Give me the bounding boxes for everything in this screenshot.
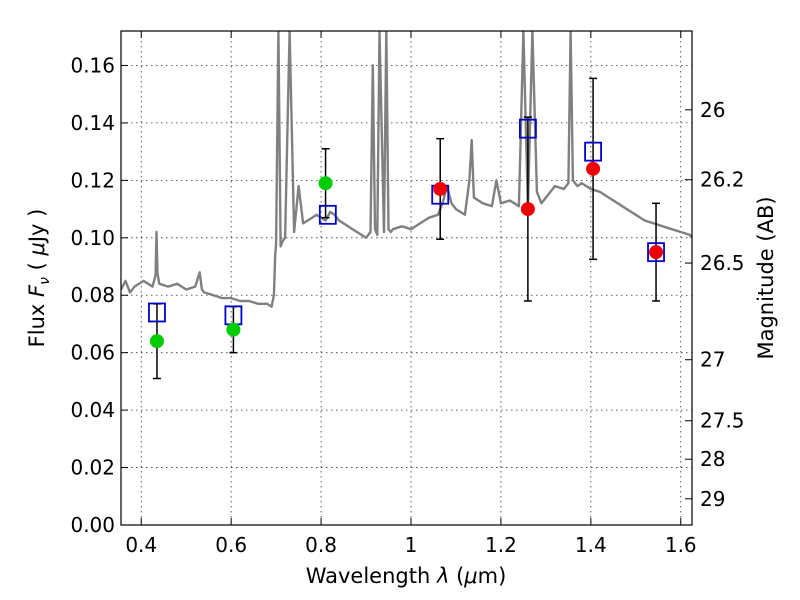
- axis-ticks: 0.4 0.6 0.8 1 1.2 1.4 1.6 0.00 0.02 0.04 0.06 0.08 0…: [70, 31, 745, 557]
- observed-flux-point: [649, 245, 664, 260]
- grid: [121, 31, 692, 526]
- observed-flux-point: [520, 202, 535, 217]
- y-tick-label: 0.10: [70, 226, 115, 250]
- model-photometry-square: [318, 204, 337, 225]
- marker-layer: [148, 118, 665, 349]
- y-tick-label: 0.06: [70, 341, 115, 365]
- observed-flux-point: [318, 176, 333, 191]
- x-tick-label: 1.6: [665, 533, 697, 557]
- x-tick-label: 0.4: [125, 533, 157, 557]
- y-tick-label: 0.08: [70, 283, 115, 307]
- model-photometry-square: [148, 302, 166, 323]
- plot-frame: [120, 30, 693, 526]
- observed-flux-point: [586, 161, 601, 176]
- model-photometry-square: [584, 141, 602, 162]
- y2-tick-label: 26.2: [700, 168, 745, 192]
- sed-model-layer: [121, 31, 692, 308]
- x-tick-label: 1: [405, 533, 418, 557]
- y2-tick-label: 26: [700, 98, 725, 122]
- x-tick-label: 0.6: [215, 533, 247, 557]
- y2-tick-label: 26.5: [700, 251, 745, 275]
- observed-flux-point: [226, 322, 241, 337]
- y-tick-label: 0.04: [70, 398, 115, 422]
- x-tick-label: 0.8: [305, 533, 337, 557]
- y2-tick-label: 27.5: [700, 409, 745, 433]
- x-axis-label: Wavelength λ (μm): [306, 564, 507, 588]
- y-tick-label: 0.14: [70, 111, 115, 135]
- y2-axis-label: Magnitude (AB): [754, 196, 778, 359]
- model-photometry-square: [518, 118, 537, 139]
- observed-flux-point: [433, 181, 448, 196]
- sed-model-line: [121, 31, 692, 308]
- y-tick-label: 0.16: [70, 53, 115, 77]
- x-tick-label: 1.2: [485, 533, 517, 557]
- y-tick-label: 0.00: [70, 513, 115, 537]
- y2-tick-label: 29: [700, 487, 725, 511]
- model-photometry-square: [647, 242, 665, 263]
- x-tick-label: 1.4: [575, 533, 607, 557]
- y-tick-label: 0.02: [70, 456, 115, 480]
- y-tick-label: 0.12: [70, 168, 115, 192]
- y-axis-label: Flux Fν ( μJy ): [25, 209, 53, 348]
- y2-tick-label: 28: [700, 447, 725, 471]
- observed-flux-point: [149, 334, 164, 349]
- y2-tick-label: 27: [700, 348, 725, 372]
